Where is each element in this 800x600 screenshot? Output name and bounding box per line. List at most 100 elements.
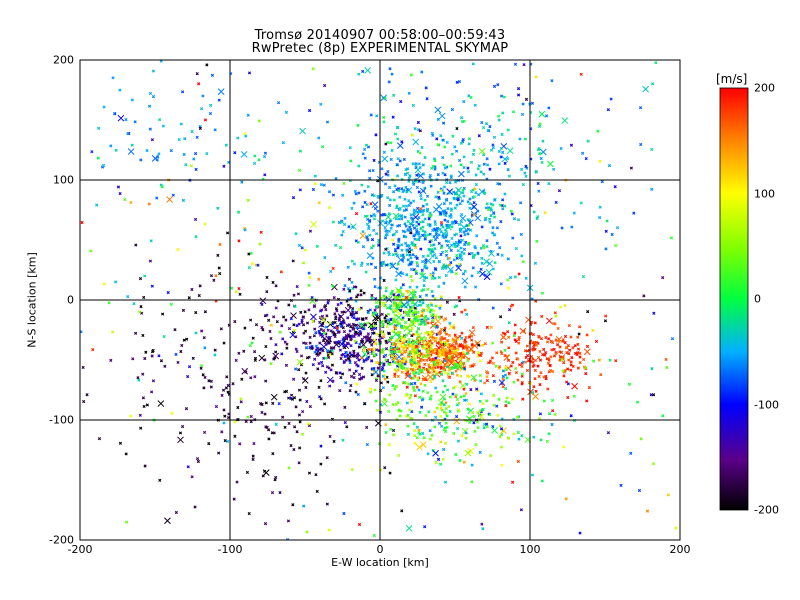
data-point [370,193,375,197]
data-point [629,451,633,455]
data-point [307,283,311,287]
data-point [452,312,456,316]
data-point [298,420,302,424]
data-point [430,131,434,135]
data-point [536,364,540,368]
data-point [444,273,448,278]
data-point [485,422,489,426]
data-point [360,261,364,265]
data-point [511,236,515,240]
data-point [139,305,143,309]
data-point [419,207,423,211]
data-point [439,340,443,344]
data-point [551,340,555,345]
data-point [453,245,457,249]
data-point [432,243,436,247]
data-point [461,350,465,354]
data-point [374,232,379,236]
data-point [424,413,428,418]
data-point [222,341,226,345]
data-point [441,265,446,269]
data-point [102,282,106,286]
data-point [535,216,539,221]
data-point [606,431,610,435]
grid-lines [80,60,680,540]
data-point [418,410,422,414]
data-point [307,108,312,113]
data-point [375,408,380,412]
data-point [576,351,580,355]
data-point [483,342,487,346]
data-point [445,223,449,228]
data-point [305,399,309,404]
data-point [486,260,494,267]
data-point [156,155,160,159]
y-tick-label: -200 [49,533,74,547]
data-point [395,187,399,192]
data-point [91,348,95,352]
data-point [447,404,451,409]
data-point [411,376,415,380]
data-point [534,340,538,344]
data-point [372,228,376,232]
data-point [209,274,214,278]
data-point [239,400,243,404]
data-point [303,310,307,314]
data-point [393,356,397,360]
data-point [145,148,149,153]
data-point [570,225,574,229]
data-point [148,127,152,131]
data-point [317,201,321,205]
data-point [439,350,443,354]
data-point [253,356,258,360]
data-point [433,276,437,280]
data-point [467,137,472,141]
data-point [310,220,317,228]
data-point [396,319,400,324]
data-point [405,273,409,277]
data-point [434,386,438,390]
data-point [553,412,557,417]
data-point [455,264,462,272]
data-point [471,325,475,330]
data-point [404,224,408,228]
data-point [457,79,462,84]
data-point [479,379,483,383]
data-point [457,158,462,162]
data-point [182,152,186,157]
data-point [386,250,391,254]
data-point [457,408,461,412]
data-point [217,88,225,95]
data-point [409,367,413,371]
data-point [240,180,244,184]
data-point [276,101,281,105]
data-point [519,327,527,335]
data-point [397,408,401,412]
data-point [491,361,496,365]
data-point [439,212,443,216]
data-point [417,162,421,166]
data-point [231,382,235,386]
data-point [433,159,437,163]
data-point [269,362,273,366]
data-point [471,254,476,259]
data-point [395,270,402,278]
data-point [360,183,364,187]
data-point [223,414,227,418]
data-point [269,336,273,341]
data-point [173,328,177,332]
data-point [415,224,419,228]
data-point [439,295,443,299]
data-point [285,342,289,346]
data-point [354,369,358,373]
data-point [603,319,608,323]
data-point [365,214,369,218]
data-point [222,421,226,425]
data-point [454,452,458,457]
data-point [534,75,538,79]
data-point [510,212,514,216]
data-point [462,100,466,104]
data-point [247,252,251,256]
data-point [290,312,297,319]
data-point [346,265,350,269]
